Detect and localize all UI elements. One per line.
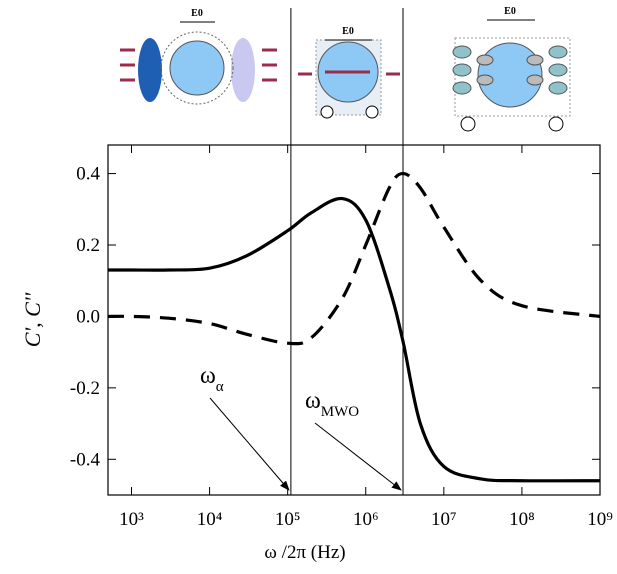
x-tick-label: 10⁷ [431, 509, 457, 530]
diagram-label: E0 [342, 26, 354, 37]
x-tick-label: 10⁶ [353, 509, 379, 530]
annotation-symbol: ω [305, 388, 321, 414]
annotation-arrow [209, 397, 290, 491]
annotation-subscript: α [216, 379, 224, 395]
y-tick-label: 0.2 [76, 235, 100, 256]
annotation-arrow [314, 422, 402, 491]
series-line [108, 196, 601, 483]
x-tick-label: 10⁵ [275, 509, 301, 530]
diagram-2 [298, 39, 400, 119]
annotation-subscript: MWO [321, 404, 359, 420]
y-tick-label: -0.2 [70, 378, 100, 399]
diagram-panels: E0 E0 E0 [120, 6, 571, 132]
diagram-3 [452, 19, 571, 132]
y-tick-label: 0.0 [76, 306, 100, 327]
y-tick-label: -0.4 [70, 449, 101, 470]
x-tick-label: 10³ [119, 509, 144, 530]
plot-frame [107, 144, 601, 496]
annotation-symbol: ω [200, 363, 216, 389]
annotation: ωMWO [305, 388, 359, 420]
diagram-label: E0 [191, 8, 203, 19]
x-tick-label: 10⁸ [509, 509, 535, 530]
y-tick-label: 0.4 [76, 164, 100, 185]
y-axis-label: C', C'' [20, 292, 45, 347]
x-tick-label: 10⁴ [197, 509, 223, 530]
diagram-label: E0 [504, 6, 516, 17]
annotation: ωα [200, 363, 224, 395]
x-tick-label: 10⁹ [587, 509, 613, 530]
diagram-1 [120, 21, 277, 105]
series-line [107, 171, 601, 346]
x-axis-label: ω /2π (Hz) [264, 542, 345, 563]
